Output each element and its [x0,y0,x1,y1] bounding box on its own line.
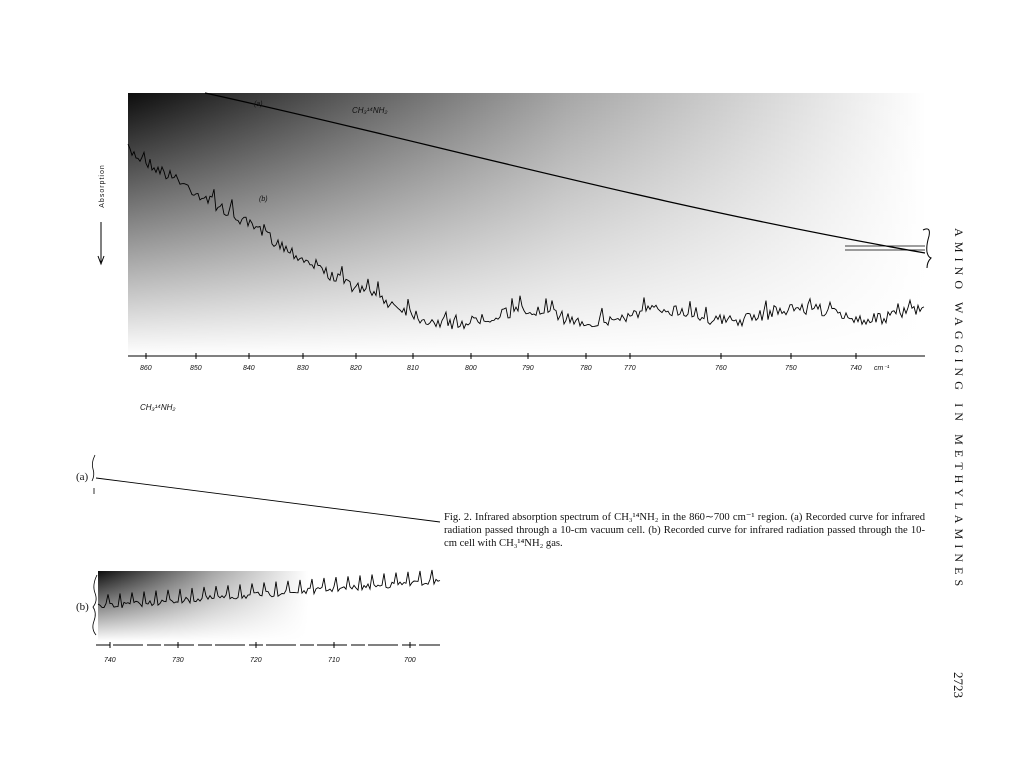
x-tick-label: 750 [785,365,797,372]
x-tick-label: 830 [297,365,309,372]
x-ticks: 740 730 720 710 700 [104,642,416,664]
plot-shading [128,93,926,355]
x-tick-label: 800 [465,365,477,372]
x-tick-label: 760 [715,365,727,372]
x-tick-label: 720 [250,657,262,664]
curve-label: (a) [254,101,263,108]
page-number: 2723 [951,672,966,698]
compound-label: CH₃¹⁴NH₂ [352,106,387,115]
figure-caption: Fig. 2. Infrared absorption spectrum of … [444,512,925,549]
x-ticks: 860 850 840 830 820 810 800 790 780 770 760 750 740 [140,353,862,372]
axis-label: Absorption [99,164,106,207]
brace [91,454,96,494]
x-tick-label: 740 [104,657,116,664]
plot-shading [98,571,308,641]
curve-b [97,569,441,608]
reference-line [845,245,925,251]
brace [922,228,932,269]
curve-label: (a) [76,471,89,483]
curve-b [127,143,925,330]
compound-label: CH₃¹⁴NH₂ [140,403,175,412]
curve-label: (b) [259,196,268,203]
x-tick-label: 700 [404,657,416,664]
brace [92,574,98,636]
curve-a [95,477,441,523]
x-tick-label: 770 [624,365,636,372]
x-tick-label: 730 [172,657,184,664]
x-tick-label: 710 [328,657,340,664]
x-tick-label: 780 [580,365,592,372]
x-tick-label: 840 [243,365,255,372]
x-tick-label: 740 [850,365,862,372]
curve-a [204,92,926,254]
curve-label: (b) [76,601,89,613]
x-tick-label: 820 [350,365,362,372]
x-tick-label: 790 [522,365,534,372]
x-tick-label: 810 [407,365,419,372]
arrow [97,222,105,266]
running-head: AMINO WAGGING IN METHYLAMINES [952,228,966,592]
x-tick-label: 860 [140,365,152,372]
x-tick-label: 850 [190,365,202,372]
unit-label: cm⁻¹ [874,365,890,372]
